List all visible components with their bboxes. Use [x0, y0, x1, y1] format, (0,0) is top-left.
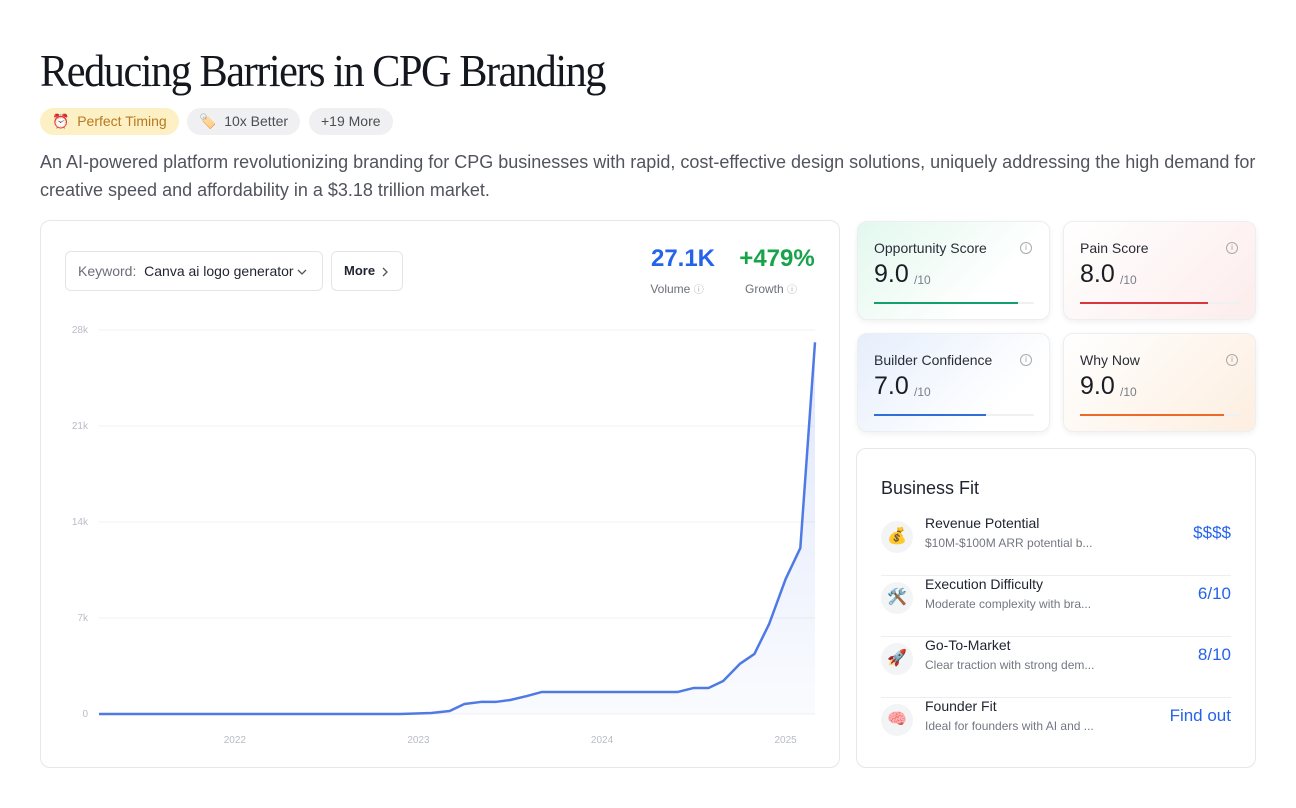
score-card[interactable]: Builder Confidence 7.0/10 i — [857, 333, 1050, 432]
tag-label: Perfect Timing — [77, 113, 167, 129]
keyword-label: Keyword: — [78, 263, 137, 279]
score-track — [1080, 414, 1240, 416]
score-bar — [1080, 302, 1208, 304]
score-denominator: /10 — [1120, 385, 1137, 399]
stat-value: +479% — [739, 245, 815, 272]
tag-icon: ⏰ — [52, 113, 70, 129]
tag-label: +19 More — [321, 113, 381, 129]
score-name: Why Now — [1080, 352, 1140, 368]
info-icon: i — [1226, 354, 1238, 366]
score-name: Opportunity Score — [874, 240, 987, 256]
score-value: 8.0 — [1080, 260, 1115, 288]
business-fit-card: Business Fit 💰 Revenue Potential $10M-$100… — [856, 448, 1256, 768]
fit-row[interactable]: 🧠 Founder Fit Ideal for founders with AI a… — [881, 698, 1231, 759]
score-bar — [1080, 414, 1224, 416]
score-name: Builder Confidence — [874, 352, 993, 368]
fit-icon: 💰 — [881, 521, 913, 553]
score-name: Pain Score — [1080, 240, 1149, 256]
tag[interactable]: +19 More — [309, 108, 393, 135]
score-value: 9.0 — [874, 260, 909, 288]
score-denominator: /10 — [914, 385, 931, 399]
stat-label-text: Growth — [744, 282, 784, 296]
x-tick-label: 2025 — [775, 735, 798, 746]
fit-value: $$$$ — [1193, 523, 1231, 542]
fit-icon: 🛠️ — [881, 582, 913, 614]
trend-card: Keyword: Canva ai logo generator More 27… — [40, 220, 840, 768]
fit-name: Go-To-Market — [925, 637, 1011, 653]
x-tick-label: 2024 — [591, 735, 614, 746]
score-card[interactable]: Why Now 9.0/10 i — [1063, 333, 1256, 432]
more-button[interactable]: More — [331, 251, 403, 291]
fit-row[interactable]: 💰 Revenue Potential $10M-$100M ARR potenti… — [881, 515, 1231, 576]
fit-value: 8/10 — [1197, 645, 1231, 664]
y-tick-label: 0 — [82, 709, 88, 720]
score-value: 7.0 — [874, 372, 909, 400]
tag-label: 10x Better — [224, 113, 289, 129]
score-denominator: /10 — [914, 273, 931, 287]
keyword: Canva ai logo generator — [144, 263, 294, 279]
chevron — [382, 267, 388, 277]
score-card[interactable]: Pain Score 8.0/10 i — [1063, 221, 1256, 320]
score-bar — [874, 414, 986, 416]
section-title: Business Fit — [881, 478, 980, 498]
fit-row[interactable]: 🛠️ Execution Difficulty Moderate complexit… — [881, 576, 1231, 637]
stat-label-text: Volume — [650, 282, 691, 296]
fit-icon: 🚀 — [881, 643, 913, 675]
stat-label: Volume ⓘ — [650, 282, 704, 296]
tag[interactable]: ⏰ Perfect Timing — [40, 108, 179, 135]
score-card[interactable]: Opportunity Score 9.0/10 i — [857, 221, 1050, 320]
y-tick-label: 14k — [72, 517, 89, 528]
chevron — [297, 269, 307, 275]
score-value: 9.0 — [1080, 372, 1115, 400]
y-tick-label: 28k — [72, 325, 89, 336]
tag-icon: 🏷️ — [199, 113, 217, 129]
fit-description: Ideal for founders with AI and ... — [925, 719, 1094, 733]
x-tick-label: 2022 — [224, 735, 247, 746]
title: Reducing Barriers in CPG Branding — [40, 45, 606, 96]
stat-label: Growth ⓘ — [744, 282, 798, 296]
score-bar — [874, 302, 1018, 304]
description: An AI-powered platform revolutionizing b… — [40, 152, 1256, 200]
fit-value: Find out — [1169, 706, 1231, 725]
fit-row[interactable]: 🚀 Go-To-Market Clear traction with strong … — [881, 637, 1231, 698]
trend-chart: 0 7k 14k 21k 28k 2022 2023 2024 2025 — [72, 325, 817, 746]
info-icon: i — [1020, 354, 1032, 366]
fit-value: 6/10 — [1197, 584, 1231, 603]
score-track — [874, 414, 1034, 416]
y-tick-label: 21k — [72, 421, 89, 432]
fit-name: Execution Difficulty — [925, 576, 1044, 592]
score-track — [1080, 302, 1240, 304]
fit-icon: 🧠 — [881, 704, 913, 736]
fit-name: Revenue Potential — [925, 515, 1040, 531]
more-label: More — [344, 263, 376, 278]
keyword-select[interactable]: Keyword: Canva ai logo generator — [65, 251, 323, 291]
x-tick-label: 2023 — [407, 735, 430, 746]
fit-description: Moderate complexity with bra... — [925, 597, 1092, 611]
info-icon: i — [1226, 242, 1238, 254]
fit-description: $10M-$100M ARR potential b... — [925, 536, 1093, 550]
fit-description: Clear traction with strong dem... — [925, 658, 1095, 672]
stat-value: 27.1K — [650, 245, 716, 272]
fit-name: Founder Fit — [925, 698, 997, 714]
area-fill — [99, 342, 815, 714]
score-denominator: /10 — [1120, 273, 1137, 287]
y-tick-label: 7k — [77, 613, 89, 624]
info-icon: i — [1020, 242, 1032, 254]
trend-line — [99, 342, 817, 716]
tag[interactable]: 🏷️ 10x Better — [187, 108, 301, 135]
score-track — [874, 302, 1034, 304]
